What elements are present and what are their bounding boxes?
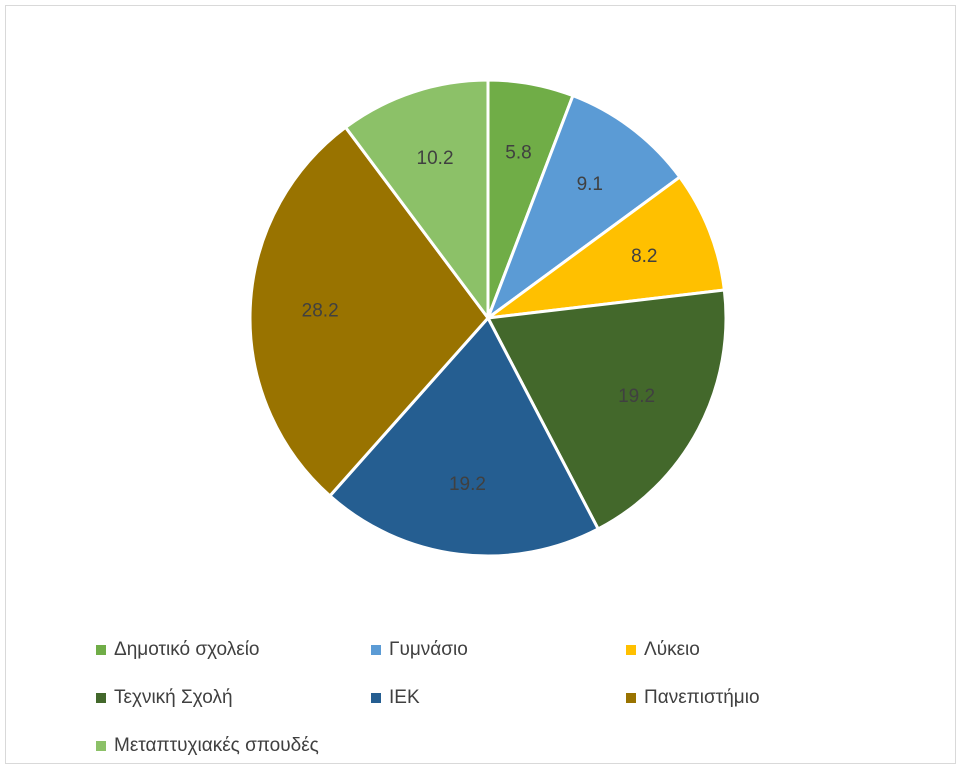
pie-slice-panepistimio: [248, 125, 490, 499]
legend-swatch: [96, 741, 106, 751]
legend-item-lykeio: Λύκειο: [626, 638, 700, 662]
pie-slice-lykeio: [482, 174, 727, 321]
legend-swatch: [96, 693, 106, 703]
pie-slice-iek: [327, 315, 601, 558]
chart-area: 5.8 9.1 8.2 19.2 19.2 28.2 10.2 Δημοτικό σχολε…: [5, 5, 956, 764]
data-label-dimotiko: 5.8: [505, 142, 531, 163]
legend-label: Γυμνάσιο: [389, 639, 468, 660]
legend-swatch: [371, 693, 381, 703]
data-label-metaptychiakes: 10.2: [417, 148, 454, 169]
legend-label: Λύκειο: [644, 639, 700, 660]
legend-label: Τεχνική Σχολή: [114, 687, 233, 708]
legend-label: Δημοτικό σχολείο: [114, 639, 260, 660]
legend-item-techniki: Τεχνική Σχολή: [96, 686, 233, 710]
data-label-panepistimio: 28.2: [302, 300, 339, 321]
legend-item-iek: ΙΕΚ: [371, 686, 420, 710]
legend-swatch: [371, 645, 381, 655]
legend-label: ΙΕΚ: [389, 687, 420, 708]
data-label-lykeio: 8.2: [631, 246, 657, 267]
pie-slice-gymnasio: [484, 93, 682, 323]
legend-item-dimotiko: Δημοτικό σχολείο: [96, 638, 260, 662]
legend-item-metaptychiakes: Μεταπτυχιακές σπουδές: [96, 734, 319, 758]
legend-swatch: [626, 645, 636, 655]
legend-item-gymnasio: Γυμνάσιο: [371, 638, 468, 662]
data-label-techniki: 19.2: [618, 386, 655, 407]
legend-item-panepistimio: Πανεπιστήμιο: [626, 686, 760, 710]
legend-swatch: [626, 693, 636, 703]
legend-swatch: [96, 645, 106, 655]
legend-label: Μεταπτυχιακές σπουδές: [114, 735, 319, 756]
pie-chart: 5.8 9.1 8.2 19.2 19.2 28.2 10.2: [248, 78, 728, 558]
data-label-gymnasio: 9.1: [577, 174, 603, 195]
legend-label: Πανεπιστήμιο: [644, 687, 760, 708]
data-label-iek: 19.2: [449, 474, 486, 495]
pie-slice-metaptychiakes: [343, 78, 490, 323]
pie-slice-techniki: [485, 288, 728, 532]
